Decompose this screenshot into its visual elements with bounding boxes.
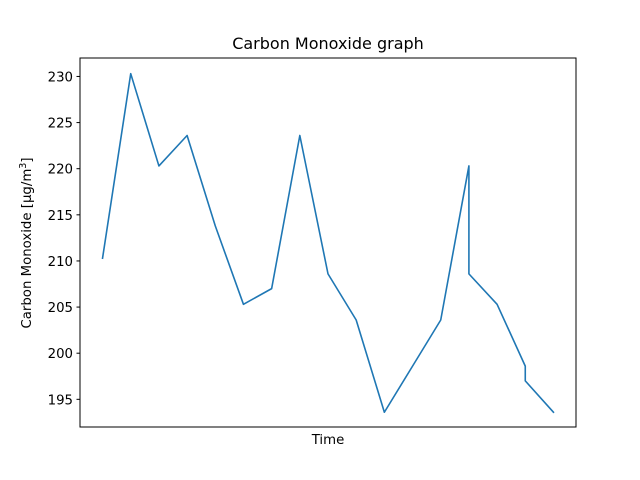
y-tick-label: 220 bbox=[48, 163, 73, 178]
y-tick-label: 230 bbox=[48, 70, 73, 85]
chart-title: Carbon Monoxide graph bbox=[232, 34, 424, 53]
y-tick-label: 225 bbox=[48, 117, 73, 132]
y-tick-label: 210 bbox=[48, 255, 73, 270]
y-axis-label-main: Carbon Monoxide [μg/m bbox=[20, 169, 35, 329]
y-tick-label: 200 bbox=[48, 347, 73, 362]
x-axis-label: Time bbox=[311, 433, 345, 448]
y-tick-label: 215 bbox=[48, 209, 73, 224]
y-axis-label-end: ] bbox=[20, 157, 35, 162]
y-axis-label: Carbon Monoxide [μg/m3] bbox=[18, 157, 35, 328]
y-tick-label: 195 bbox=[48, 393, 73, 408]
y-tick-label: 205 bbox=[48, 301, 73, 316]
